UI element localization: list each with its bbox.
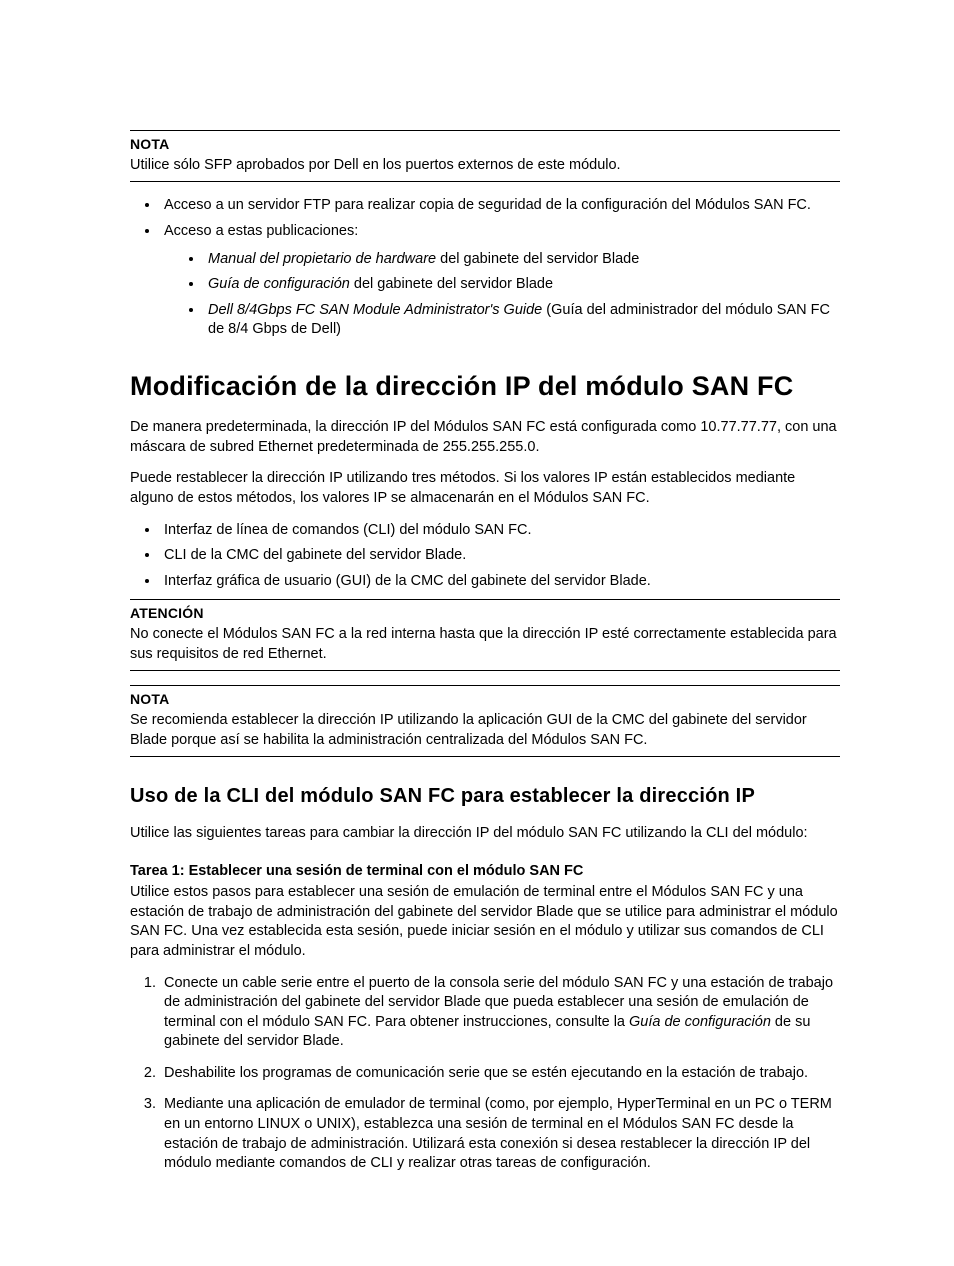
list-item: Manual del propietario de hardware del g… [204,250,840,270]
methods-bullet-list: Interfaz de línea de comandos (CLI) del … [130,521,840,592]
subsection-heading: Uso de la CLI del módulo SAN FC para est… [130,783,840,810]
note-title: NOTA [130,690,840,709]
step-item: Conecte un cable serie entre el puerto d… [160,974,840,1052]
attention-body: No conecte el Módulos SAN FC a la red in… [130,625,840,664]
step-item: Mediante una aplicación de emulador de t… [160,1095,840,1173]
list-item: Acceso a un servidor FTP para realizar c… [160,196,840,216]
attention-box: ATENCIÓN No conecte el Módulos SAN FC a … [130,599,840,671]
list-item: Interfaz gráfica de usuario (GUI) de la … [160,572,840,592]
italic-text: Guía de configuración [629,1014,771,1030]
note-title: NOTA [130,135,840,154]
section-heading: Modificación de la dirección IP del módu… [130,368,840,404]
list-item: Acceso a estas publicaciones: Manual del… [160,222,840,340]
body-paragraph: Puede restablecer la dirección IP utiliz… [130,469,840,508]
italic-text: Dell 8/4Gbps FC SAN Module Administrator… [208,302,542,318]
note-body: Utilice sólo SFP aprobados por Dell en l… [130,156,840,176]
body-text: del gabinete del servidor Blade [350,276,553,292]
list-item: Dell 8/4Gbps FC SAN Module Administrator… [204,301,840,340]
body-paragraph: De manera predeterminada, la dirección I… [130,418,840,457]
list-item: Interfaz de línea de comandos (CLI) del … [160,521,840,541]
task-intro: Utilice estos pasos para establecer una … [130,883,840,961]
task-title: Tarea 1: Establecer una sesión de termin… [130,862,840,882]
note-box-2: NOTA Se recomienda establecer la direcci… [130,685,840,757]
preliminary-bullet-list: Acceso a un servidor FTP para realizar c… [130,196,840,339]
list-item: CLI de la CMC del gabinete del servidor … [160,546,840,566]
sub-bullet-list: Manual del propietario de hardware del g… [164,250,840,340]
step-item: Deshabilite los programas de comunicació… [160,1064,840,1084]
list-item: Guía de configuración del gabinete del s… [204,275,840,295]
body-paragraph: Utilice las siguientes tareas para cambi… [130,824,840,844]
attention-title: ATENCIÓN [130,604,840,623]
note-box-1: NOTA Utilice sólo SFP aprobados por Dell… [130,130,840,182]
note-body: Se recomienda establecer la dirección IP… [130,711,840,750]
body-text: del gabinete del servidor Blade [436,251,639,267]
list-item-text: Acceso a estas publicaciones: [164,223,358,239]
italic-text: Guía de configuración [208,276,350,292]
italic-text: Manual del propietario de hardware [208,251,436,267]
document-page: NOTA Utilice sólo SFP aprobados por Dell… [0,0,954,1266]
steps-list: Conecte un cable serie entre el puerto d… [130,974,840,1174]
